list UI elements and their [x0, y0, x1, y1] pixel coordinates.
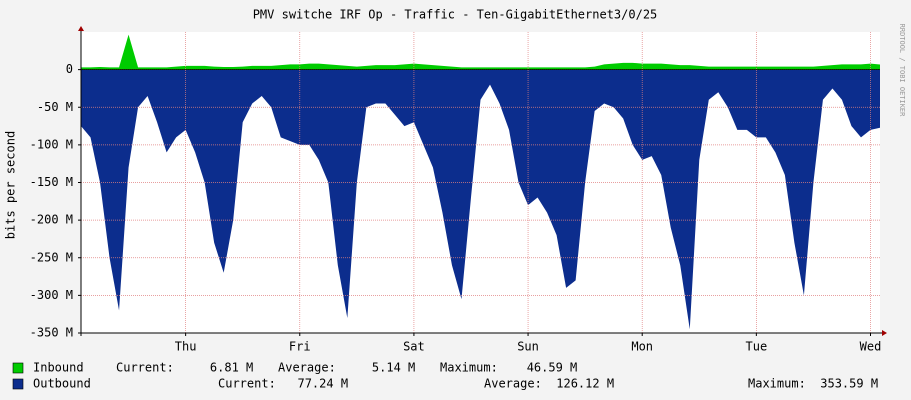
- y-tick-label: -350 M: [30, 326, 73, 340]
- legend-swatch: [12, 378, 24, 390]
- y-tick-label: -200 M: [30, 213, 73, 227]
- x-tick-label: Mon: [631, 340, 653, 354]
- x-tick-label: Sun: [517, 340, 539, 354]
- y-tick-label: -250 M: [30, 250, 73, 264]
- y-tick-label: -150 M: [30, 175, 73, 189]
- axis-arrow: [78, 26, 84, 31]
- legend-label: Outbound: [33, 377, 91, 391]
- legend-stat: Current: 77.24 M: [218, 377, 348, 391]
- y-tick-label: -300 M: [30, 288, 73, 302]
- area: [81, 69, 880, 330]
- x-tick-label: Tue: [746, 340, 768, 354]
- y-tick-label: 0: [66, 62, 73, 76]
- legend-stat: Current: 6.81 M: [116, 361, 253, 375]
- legend-stat: Average: 126.12 M: [484, 377, 614, 391]
- x-tick-label: Thu: [175, 340, 197, 354]
- x-tick-label: Fri: [289, 340, 311, 354]
- legend-label: Inbound: [33, 361, 84, 375]
- legend-stat: Maximum: 46.59 M: [440, 361, 577, 375]
- y-tick-label: -50 M: [37, 100, 73, 114]
- x-tick-label: Sat: [403, 340, 425, 354]
- legend-stat: Average: 5.14 M: [278, 361, 415, 375]
- y-axis-label: bits per second: [4, 131, 18, 239]
- chart-title: PMV switche IRF Op - Traffic - Ten-Gigab…: [253, 8, 658, 22]
- legend-swatch: [12, 362, 24, 374]
- credit: RRDTOOL / TOBI OETIKER: [898, 24, 906, 118]
- x-tick-label: Wed: [860, 340, 882, 354]
- legend-stat: Maximum: 353.59 M: [748, 377, 878, 391]
- y-tick-label: -100 M: [30, 137, 73, 151]
- axis-arrow: [882, 330, 887, 336]
